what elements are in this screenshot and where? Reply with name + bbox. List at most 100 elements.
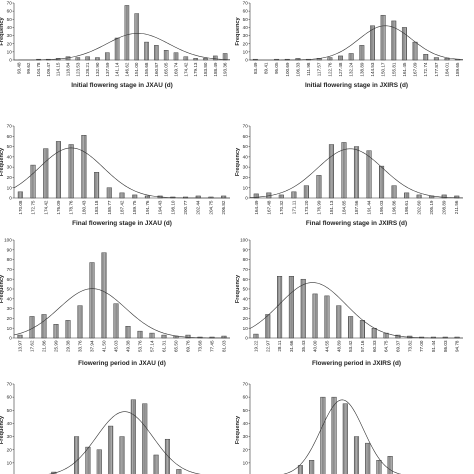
- x-tick-label: 211.56: [454, 200, 459, 214]
- histogram-bar: [137, 330, 143, 339]
- x-tick-label: 95.05: [274, 62, 279, 74]
- normal-fit-curve: [249, 148, 464, 199]
- x-tick-label: 118.84: [66, 62, 71, 76]
- histogram-bar: [95, 57, 100, 61]
- x-axis-label: Final flowering stage in JXIRS (d): [306, 220, 407, 227]
- y-tick-label: 70: [243, 382, 249, 387]
- histogram-bar: [278, 194, 284, 199]
- x-tick-label: 151.00: [134, 62, 139, 76]
- x-tick-label: 202.60: [417, 200, 422, 214]
- histogram-bar: [359, 45, 365, 61]
- x-tick-label: 170.08: [18, 200, 23, 214]
- histogram-bar: [81, 135, 87, 199]
- x-tick-label: 155.81: [391, 62, 396, 76]
- histogram-bar: [30, 164, 36, 199]
- histogram-bar: [277, 276, 283, 339]
- histogram-bar: [412, 41, 418, 61]
- x-tick-label: 184.85: [341, 200, 346, 214]
- x-tick-label: 28.11: [277, 340, 282, 352]
- x-tick-label: 123.53: [75, 62, 80, 76]
- histogram-bar: [119, 436, 125, 474]
- histogram-bar: [85, 446, 91, 474]
- x-axis-label: Flowering period in JXIRS (d): [312, 360, 401, 367]
- y-axis-label: Frequency: [235, 274, 241, 303]
- histogram-bar: [391, 185, 397, 199]
- y-tick-label: 70: [243, 1, 249, 6]
- histogram-bar: [173, 52, 179, 61]
- x-tick-label: 183.80: [203, 62, 208, 76]
- x-tick-label: 93.48: [16, 62, 21, 74]
- chart-panel-6: 0 10 20 30 40 50 60 70 80 90 100 19.22 22.97 28.11 31.…: [235, 238, 463, 367]
- x-tick-label: 170.32: [279, 200, 284, 214]
- x-tick-label: 132.90: [95, 62, 100, 76]
- y-tick-label: 30: [243, 434, 249, 439]
- histogram-bar: [144, 41, 149, 61]
- y-tick-label: 90: [243, 247, 249, 252]
- x-tick-label: 73.68: [198, 340, 203, 352]
- y-tick-label: 40: [243, 25, 249, 30]
- y-tick-label: 40: [7, 154, 13, 159]
- y-tick-label: 100: [4, 238, 12, 243]
- histogram-bar: [104, 52, 110, 61]
- y-tick-label: 70: [7, 267, 13, 272]
- histogram-bar: [265, 314, 271, 339]
- normal-fit-curve: [249, 282, 463, 339]
- histogram-bar: [324, 295, 330, 339]
- y-tick-label: 50: [7, 144, 13, 149]
- x-tick-label: 64.75: [384, 340, 389, 352]
- y-tick-label: 50: [7, 287, 13, 292]
- x-tick-label: 57.14: [150, 340, 155, 352]
- x-tick-label: 200.77: [183, 200, 188, 214]
- y-tick-label: 20: [243, 41, 249, 46]
- histogram-bar: [89, 262, 95, 339]
- histogram-bar: [124, 5, 130, 61]
- y-axis-label: Frequency: [235, 415, 241, 444]
- y-tick-label: 60: [243, 134, 249, 139]
- y-tick-label: 30: [7, 33, 13, 38]
- x-tick-label: 172.75: [31, 200, 36, 214]
- y-tick-label: 40: [7, 25, 13, 30]
- histogram-bar: [338, 55, 343, 61]
- histogram-bar: [125, 326, 131, 339]
- x-tick-label: 198.61: [404, 200, 409, 214]
- histogram-bar: [221, 195, 227, 199]
- histogram-bar: [365, 442, 371, 474]
- histogram-bar: [288, 276, 294, 339]
- x-tick-label: 122.76: [327, 62, 332, 76]
- normal-fit-curve: [250, 25, 464, 61]
- histogram-bar: [55, 141, 61, 199]
- histogram-bar: [193, 58, 198, 61]
- y-tick-label: 10: [7, 460, 13, 465]
- histogram-bar: [370, 25, 375, 61]
- histogram-bar: [77, 305, 83, 339]
- x-tick-label: 198.10: [170, 200, 175, 214]
- chart-panel-7: 010203040506070Frequency: [0, 382, 201, 474]
- y-tick-label: 50: [243, 408, 249, 413]
- y-tick-label: 40: [7, 296, 13, 301]
- histogram-bar: [17, 334, 23, 339]
- x-tick-label: 65.50: [174, 340, 179, 352]
- x-tick-label: 174.42: [43, 200, 48, 214]
- x-tick-label: 191.76: [145, 200, 150, 214]
- histogram-bar: [391, 20, 397, 61]
- x-tick-label: 179.13: [193, 62, 198, 76]
- x-tick-label: 60.33: [372, 340, 377, 352]
- x-tick-label: 25.99: [54, 340, 59, 352]
- histogram-bar: [366, 150, 372, 199]
- x-tick-label: 37.94: [90, 340, 95, 352]
- y-axis-label: Frequency: [0, 16, 5, 45]
- histogram-bar: [94, 172, 100, 199]
- x-tick-label: 53.76: [138, 340, 143, 352]
- x-tick-label: 155.68: [144, 62, 149, 76]
- y-tick-label: 0: [245, 336, 248, 341]
- y-axis-label: Frequency: [235, 16, 241, 45]
- histogram-bar: [96, 449, 102, 474]
- x-tick-label: 188.49: [213, 62, 218, 76]
- y-axis-label: Frequency: [0, 147, 5, 176]
- histogram-bar: [312, 293, 318, 339]
- x-tick-label: 69.76: [186, 340, 191, 352]
- histogram-bar: [68, 144, 74, 199]
- histogram-bar: [85, 56, 90, 61]
- chart-panel-4: 0 10 20 30 40 50 60 70 164.49 167.48 170.32 171.11 1…: [235, 124, 464, 227]
- histogram-bar: [130, 399, 136, 474]
